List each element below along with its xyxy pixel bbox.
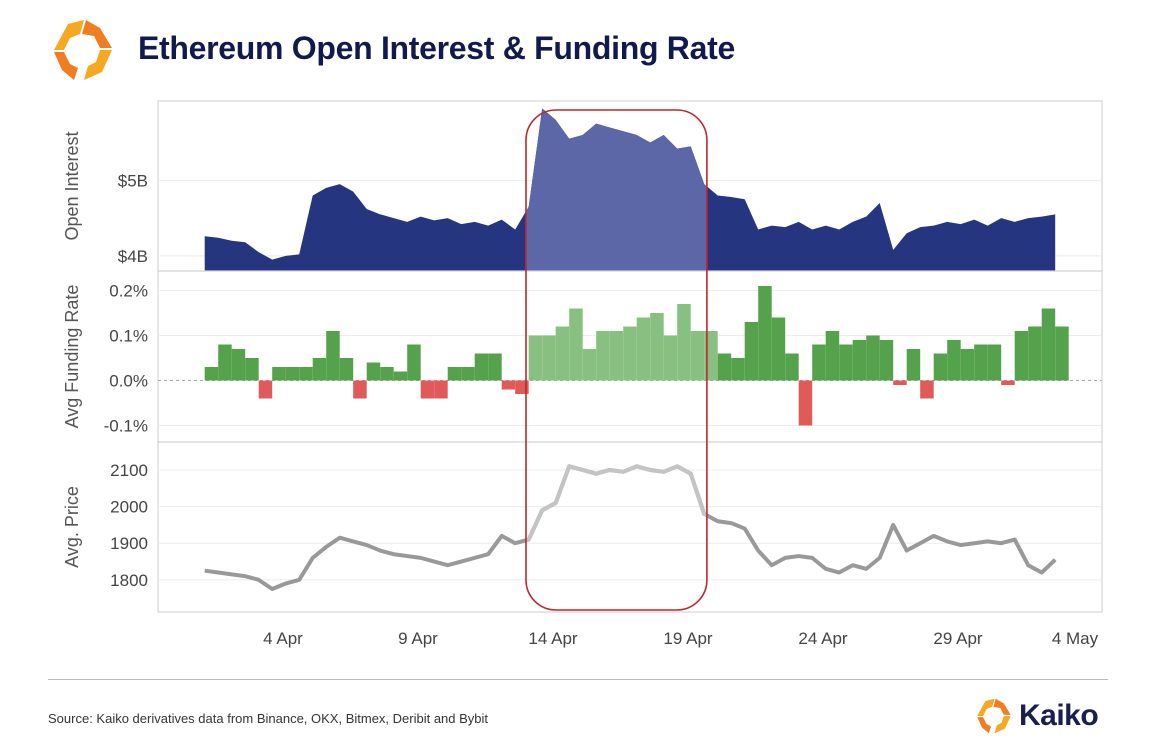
- funding-rate-bar: [366, 362, 381, 381]
- funding-rate-bar: [731, 358, 745, 381]
- funding-rate-bar: [785, 353, 799, 381]
- funding-rate-bar: [245, 358, 259, 381]
- funding-rate-bar: [974, 344, 988, 381]
- funding-rate-bar: [1001, 380, 1015, 385]
- funding-rate-bar: [609, 331, 624, 381]
- funding-rate-bar: [231, 349, 246, 381]
- x-tick-label: 19 Apr: [663, 629, 712, 648]
- funding-rate-bar: [636, 317, 651, 381]
- kaiko-logo-icon: [54, 20, 112, 80]
- x-tick-label: 14 Apr: [528, 629, 577, 648]
- funding-rate-bar: [218, 344, 232, 381]
- y-axis-label: Avg. Price: [62, 486, 82, 568]
- kaiko-logo-icon: [977, 698, 1011, 734]
- funding-rate-bar: [825, 331, 840, 381]
- funding-rate-bar: [258, 380, 273, 399]
- funding-rate-bar: [1041, 308, 1056, 381]
- funding-rate-bar: [555, 326, 570, 381]
- funding-rate-bar: [771, 317, 786, 381]
- funding-rate-bar: [798, 380, 813, 426]
- panel-frame: [157, 441, 1103, 613]
- y-tick-label: -0.1%: [104, 417, 148, 436]
- x-tick-label: 29 Apr: [933, 629, 982, 648]
- funding-rate-bar: [650, 313, 664, 381]
- funding-rate-bar: [758, 286, 772, 381]
- page-title: Ethereum Open Interest & Funding Rate: [138, 30, 735, 66]
- x-tick-label: 24 Apr: [798, 629, 847, 648]
- funding-rate-bar: [326, 331, 340, 381]
- x-tick-label: 4 Apr: [263, 629, 303, 648]
- y-tick-label: $4B: [118, 247, 148, 266]
- funding-rate-bar: [312, 358, 327, 381]
- price-line: [204, 464, 1057, 592]
- funding-rate-bar: [542, 335, 556, 381]
- funding-rate-bar: [987, 344, 1002, 381]
- funding-rate-bar: [1028, 326, 1042, 381]
- y-axis-label: Open Interest: [62, 131, 82, 240]
- funding-rate-bar: [447, 367, 462, 381]
- funding-rate-bar: [933, 353, 948, 381]
- funding-rate-bar: [812, 344, 826, 381]
- funding-rate-bar: [1014, 331, 1029, 381]
- funding-rate-bar: [596, 331, 610, 381]
- funding-rate-bar: [299, 367, 313, 381]
- funding-rate-bar: [488, 353, 502, 381]
- funding-rate-bar: [690, 331, 705, 381]
- funding-rate-bar: [380, 367, 394, 381]
- footer-divider: [48, 679, 1108, 680]
- funding-rate-bar: [920, 380, 934, 399]
- y-tick-label: 0.1%: [109, 327, 148, 346]
- chart: $4B $5B Open Interest -0.1% 0.0% 0.1% 0.2% Avg …: [62, 100, 1103, 648]
- price-line-highlight: [526, 464, 707, 543]
- funding-rate-bar: [893, 380, 907, 385]
- source-note: Source: Kaiko derivatives data from Bina…: [48, 711, 489, 726]
- funding-rate-bar: [204, 367, 219, 381]
- funding-rate-bar: [677, 304, 691, 381]
- y-tick-label: 1900: [110, 534, 148, 553]
- funding-rate-bar: [852, 340, 867, 381]
- y-tick-label: 0.0%: [109, 372, 148, 391]
- funding-rate-bar: [866, 335, 880, 381]
- funding-rate-bar: [744, 322, 759, 381]
- funding-rate-bar: [474, 353, 489, 381]
- funding-rate-bar: [272, 367, 286, 381]
- funding-rate-bar: [393, 371, 408, 381]
- x-tick-label: 4 May: [1052, 629, 1099, 648]
- funding-rate-bar: [528, 335, 543, 381]
- funding-rate-bar: [434, 380, 448, 399]
- funding-rate-bar: [501, 380, 516, 390]
- funding-rate-bar: [339, 358, 354, 381]
- open-interest-area-highlight: [526, 108, 707, 271]
- x-tick-label: 9 Apr: [398, 629, 438, 648]
- funding-rate-bar: [420, 380, 435, 399]
- funding-rate-bar: [569, 308, 583, 381]
- funding-rate-bar: [353, 380, 367, 399]
- y-axis-label: Avg Funding Rate: [62, 285, 82, 429]
- funding-rate-bar: [879, 340, 894, 381]
- funding-rate-bar: [1055, 326, 1069, 381]
- highlight-box: [525, 109, 708, 611]
- funding-rate-bar: [461, 367, 475, 381]
- funding-rate-bar: [663, 335, 678, 381]
- funding-rate-bar: [285, 367, 300, 381]
- y-tick-label: 1800: [110, 571, 148, 590]
- y-tick-label: 0.2%: [109, 282, 148, 301]
- funding-rate-bar: [947, 340, 961, 381]
- funding-rate-bar: [582, 349, 597, 381]
- brand-logo: Kaiko: [975, 698, 1099, 734]
- funding-rate-bar: [623, 326, 637, 381]
- y-tick-label: 2100: [110, 461, 148, 480]
- funding-rate-bar: [906, 349, 921, 381]
- funding-rate-bar: [960, 349, 975, 381]
- funding-rate-bar: [407, 344, 421, 381]
- funding-rate-bar: [839, 344, 853, 381]
- y-tick-label: $5B: [118, 171, 148, 190]
- y-tick-label: 2000: [110, 498, 148, 517]
- brand-name: Kaiko: [1019, 699, 1099, 732]
- funding-rate-bar: [717, 353, 732, 381]
